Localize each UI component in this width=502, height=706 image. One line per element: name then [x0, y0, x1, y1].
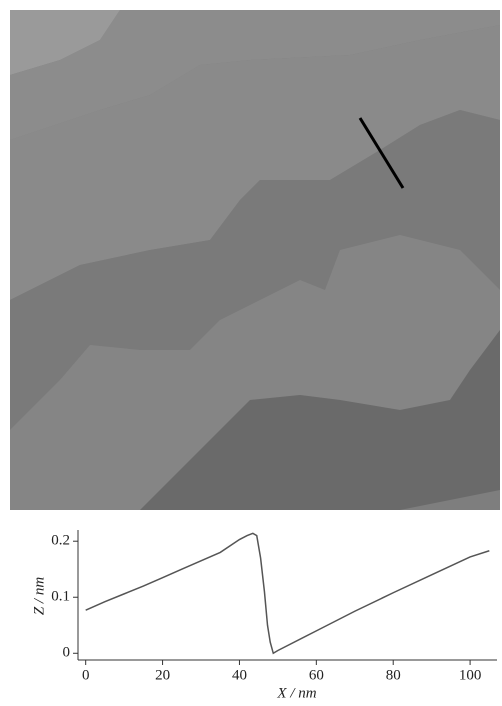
stm-image — [10, 10, 500, 510]
x-tick-label: 80 — [386, 667, 401, 683]
y-tick-label: 0 — [63, 645, 71, 661]
x-tick-label: 0 — [82, 667, 90, 683]
y-tick-label: 0.2 — [51, 533, 70, 549]
x-axis-label: X / nm — [276, 685, 316, 701]
x-tick-label: 60 — [309, 667, 324, 683]
x-tick-label: 100 — [459, 667, 482, 683]
x-tick-label: 40 — [232, 667, 247, 683]
y-axis-label: Z / nm — [31, 577, 47, 616]
y-tick-label: 0.1 — [51, 589, 70, 605]
profile-line — [85, 532, 490, 655]
x-tick-label: 20 — [155, 667, 170, 683]
